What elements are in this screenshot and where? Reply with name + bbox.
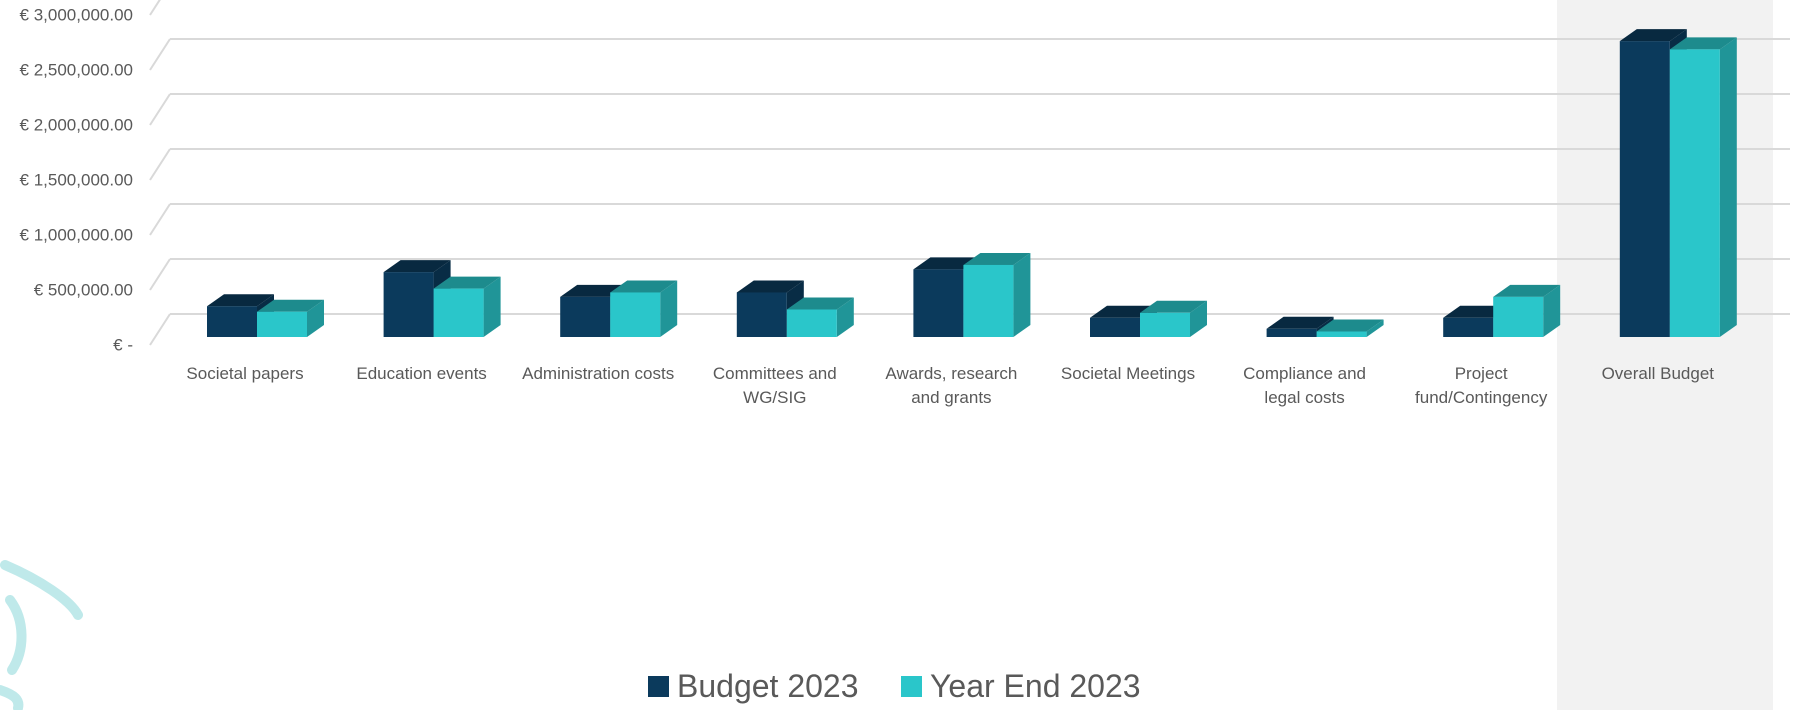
bar-side xyxy=(483,276,501,337)
bar-side xyxy=(1013,252,1031,337)
bar xyxy=(257,311,307,337)
bar-top xyxy=(1669,37,1737,50)
legend-item: Budget 2023 xyxy=(648,668,859,705)
bar xyxy=(383,272,434,337)
bar-top xyxy=(1316,319,1384,332)
x-tick-label: Project fund/Contingency xyxy=(1415,364,1548,407)
bar-top xyxy=(207,294,274,307)
bar-top xyxy=(1266,316,1334,329)
x-tick-label: Societal Meetings xyxy=(1060,364,1196,383)
grid-line-depth xyxy=(149,203,171,236)
bar xyxy=(1266,328,1317,337)
y-tick-label: € - xyxy=(113,335,133,354)
bar xyxy=(1619,41,1670,337)
x-tick-label: Overall Budget xyxy=(1601,364,1715,383)
y-tick-label: € 2,000,000.00 xyxy=(20,115,133,134)
bar-top xyxy=(1493,284,1561,297)
bar xyxy=(1443,317,1494,337)
bar xyxy=(207,306,257,337)
grid-line-depth xyxy=(149,93,171,126)
x-tick-label: Societal papers xyxy=(186,364,304,383)
bar-top xyxy=(1619,29,1687,42)
y-tick-label: € 3,000,000.00 xyxy=(20,5,133,24)
grid-line-depth xyxy=(149,0,161,16)
bar-top xyxy=(786,297,854,310)
bar-top xyxy=(610,280,678,293)
x-tick-label: Education events xyxy=(356,364,487,383)
grid-line-depth xyxy=(149,258,171,291)
y-tick-label: € 500,000.00 xyxy=(34,280,133,299)
bar xyxy=(1316,331,1367,337)
bar xyxy=(1493,296,1544,337)
y-tick-label: € 1,500,000.00 xyxy=(20,170,133,189)
logo xyxy=(0,560,83,710)
legend-swatch xyxy=(901,676,922,697)
bar-side xyxy=(1543,284,1561,337)
bar-side xyxy=(1719,37,1737,337)
bar xyxy=(786,309,837,337)
legend-item: Year End 2023 xyxy=(901,668,1141,705)
x-tick-label: Administration costs xyxy=(522,364,675,383)
grid-line-depth xyxy=(149,313,171,346)
grid-line-depth xyxy=(149,38,171,71)
y-tick-label: € 1,000,000.00 xyxy=(20,225,133,244)
bar-side xyxy=(1366,319,1384,337)
bar-top xyxy=(383,260,451,273)
x-tick-label: Committees and WG/SIG xyxy=(712,364,837,407)
legend-label: Budget 2023 xyxy=(677,668,859,704)
x-tick-label: Compliance and legal costs xyxy=(1243,364,1367,407)
bar xyxy=(913,269,964,337)
y-tick-label: € 2,500,000.00 xyxy=(20,60,133,79)
bar-top xyxy=(736,280,804,293)
bar-top xyxy=(433,276,501,289)
bar-top xyxy=(257,299,324,312)
bar xyxy=(1140,312,1190,337)
grid-line-depth xyxy=(149,148,171,181)
bar xyxy=(1090,317,1140,337)
bar-side xyxy=(660,280,678,337)
x-tick-label: Awards, research and grants xyxy=(885,364,1018,407)
bar-side xyxy=(307,299,324,337)
bar-side xyxy=(836,297,854,337)
bar xyxy=(736,292,787,337)
bar xyxy=(433,288,484,337)
bar xyxy=(963,264,1014,337)
bar xyxy=(560,296,611,337)
legend-swatch xyxy=(648,676,669,697)
bar xyxy=(1669,49,1720,337)
legend-label: Year End 2023 xyxy=(930,668,1141,704)
bar-top xyxy=(1140,300,1207,313)
bar-top xyxy=(963,252,1031,265)
bar-side xyxy=(1190,300,1207,337)
bar xyxy=(610,292,661,337)
